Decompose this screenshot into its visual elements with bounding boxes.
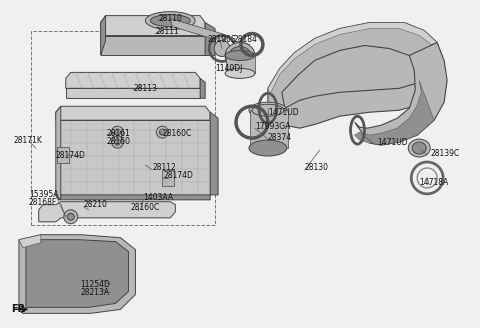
Text: 1471UD: 1471UD [377,137,408,147]
Polygon shape [226,55,255,73]
Circle shape [159,129,165,135]
Text: 28111: 28111 [156,27,179,36]
Text: 1471UD: 1471UD [268,108,299,117]
Bar [31,31,215,225]
Text: 28168F: 28168F [29,198,57,207]
Ellipse shape [229,47,251,64]
Ellipse shape [150,15,190,27]
Polygon shape [250,110,288,148]
Text: 28190S: 28190S [207,35,236,44]
Text: 28112: 28112 [152,163,176,173]
Ellipse shape [412,142,426,154]
Polygon shape [101,35,205,55]
Text: 28174D: 28174D [163,172,193,180]
Ellipse shape [252,104,284,116]
Circle shape [214,41,230,56]
Circle shape [115,129,120,135]
Polygon shape [19,235,41,248]
Ellipse shape [249,102,287,118]
Text: 28174D: 28174D [56,151,85,159]
Text: 15395A: 15395A [29,190,59,199]
Polygon shape [268,23,437,94]
Polygon shape [66,88,200,98]
Polygon shape [355,43,447,145]
Circle shape [156,126,168,138]
Polygon shape [200,78,205,98]
Text: 28210: 28210 [84,200,108,209]
Text: FR: FR [11,304,25,314]
Ellipse shape [225,69,255,78]
Ellipse shape [249,140,287,156]
Text: 28139C: 28139C [430,149,459,157]
Text: 28171K: 28171K [14,135,43,145]
Polygon shape [19,235,135,313]
Circle shape [111,126,123,138]
Ellipse shape [225,43,255,69]
Text: 28160C: 28160C [162,129,192,138]
Text: 17993GA: 17993GA [255,122,290,131]
Polygon shape [57,147,69,163]
Text: 28213A: 28213A [81,288,110,297]
Circle shape [134,204,146,216]
Text: 14718A: 14718A [419,178,448,187]
Text: 28160: 28160 [107,136,131,146]
Polygon shape [101,16,106,55]
Polygon shape [101,16,205,35]
Text: 28374: 28374 [268,133,292,142]
Text: 28110: 28110 [158,14,182,23]
Circle shape [111,136,123,148]
Ellipse shape [408,139,430,157]
Text: 1403AA: 1403AA [144,194,174,202]
Text: 28113: 28113 [133,84,157,93]
Polygon shape [56,120,210,195]
Text: 28184: 28184 [233,35,257,44]
Polygon shape [162,170,174,186]
Polygon shape [170,19,225,43]
Polygon shape [56,106,210,120]
Circle shape [67,213,74,220]
Polygon shape [210,112,218,195]
Text: 11254D: 11254D [81,280,110,289]
Text: 28161: 28161 [107,129,131,138]
Text: 28130: 28130 [305,163,329,173]
Text: 1140DJ: 1140DJ [215,64,242,73]
Polygon shape [26,240,129,307]
Ellipse shape [225,51,255,60]
Polygon shape [205,23,215,55]
Circle shape [64,210,78,224]
Text: 28160C: 28160C [131,203,160,212]
Polygon shape [56,106,61,200]
Polygon shape [66,72,200,88]
Polygon shape [39,202,175,222]
Ellipse shape [145,12,195,30]
Polygon shape [56,195,210,200]
Circle shape [137,207,144,213]
Circle shape [115,139,120,145]
Polygon shape [39,202,175,222]
Polygon shape [355,80,434,145]
Polygon shape [268,23,441,128]
